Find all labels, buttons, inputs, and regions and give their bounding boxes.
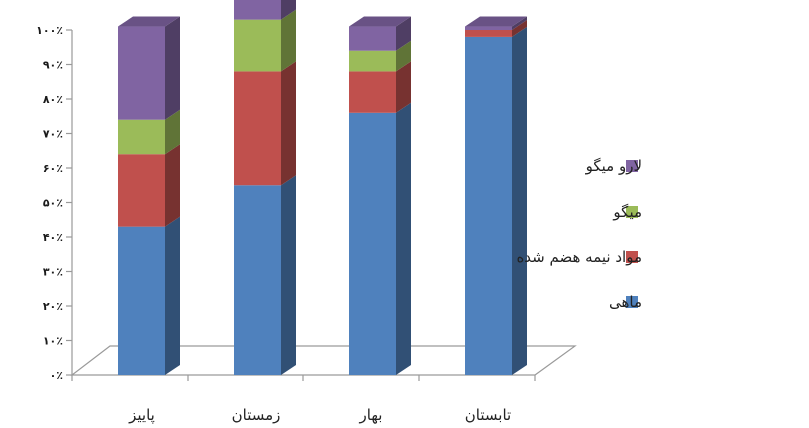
bar-segment-front: [465, 30, 512, 37]
bar-segment-front: [465, 26, 512, 30]
bar-segment-top: [118, 16, 180, 27]
y-tick-label: ۷۰٪: [43, 128, 63, 141]
bar-segment-side: [165, 16, 180, 120]
bar-segment-side: [512, 20, 527, 37]
x-category-label: تابستان: [465, 406, 511, 424]
bar-segment-front: [349, 50, 396, 72]
bar-segment-side: [165, 216, 180, 375]
y-tick-label: ۶۰٪: [43, 162, 63, 175]
y-tick-label: ۱۰۰٪: [36, 24, 63, 37]
legend-label: میگو: [612, 203, 642, 221]
bar-stack: [234, 0, 296, 375]
category-labels: پاییز زمستان بهار تابستان: [128, 406, 511, 425]
x-category-label: پاییز: [128, 406, 155, 425]
bar-segment-front: [234, 71, 281, 186]
bar-segment-front: [349, 71, 396, 113]
legend-swatch: [626, 251, 638, 263]
bar-segment-side: [396, 61, 411, 113]
y-tick-label: ۸۰٪: [43, 93, 63, 106]
bar-segment-front: [118, 119, 165, 155]
bar-segment-top: [349, 16, 411, 27]
legend: لارو میگو میگو مواد نیمه هضم شده ماهی: [516, 157, 642, 311]
bar-segment-side: [512, 26, 527, 376]
legend-label: مواد نیمه هضم شده: [516, 248, 642, 266]
legend-item: لارو میگو: [585, 157, 642, 175]
bar-segment-front: [118, 26, 165, 120]
bar-stack: [465, 16, 527, 376]
bar-segment-side: [396, 40, 411, 72]
legend-swatch: [626, 206, 638, 218]
x-category-label: بهار: [359, 406, 383, 424]
y-tick-label: ۱۰٪: [43, 335, 63, 348]
bars: [118, 0, 527, 376]
bar-segment-side: [165, 109, 180, 155]
bar-segment-side: [281, 61, 296, 186]
bar-segment-side: [281, 175, 296, 375]
legend-item: میگو: [612, 203, 642, 221]
legend-swatch: [626, 296, 638, 308]
y-tick-label: ۹۰٪: [43, 59, 63, 72]
y-tick-label: ۲۰٪: [43, 300, 63, 313]
y-axis: ۰٪ ۱۰٪ ۲۰٪ ۳۰٪ ۴۰٪ ۵۰٪ ۶۰٪ ۷۰٪ ۸۰٪ ۹۰٪ ۱۰۰٪: [36, 24, 536, 382]
bar-segment-front: [234, 0, 281, 20]
legend-swatch: [626, 160, 638, 172]
y-tick-label: ۴۰٪: [43, 231, 63, 244]
bar-segment-side: [512, 16, 527, 30]
legend-label: ماهی: [609, 293, 642, 311]
bar-segment-front: [234, 19, 281, 72]
legend-item: مواد نیمه هضم شده: [516, 248, 642, 266]
bar-segment-side: [165, 144, 180, 227]
y-tick-label: ۵۰٪: [43, 197, 63, 210]
y-tick-label: ۰٪: [50, 369, 63, 382]
bar-segment-side: [281, 0, 296, 20]
bar-segment-front: [118, 226, 165, 375]
bar-segment-front: [118, 154, 165, 227]
bar-segment-side: [396, 102, 411, 376]
bar-segment-top: [465, 16, 527, 27]
legend-item: ماهی: [609, 293, 642, 311]
x-category-label: زمستان: [232, 406, 281, 424]
bar-stack: [349, 16, 411, 376]
bar-stack: [118, 16, 180, 375]
bar-segment-front: [234, 185, 281, 375]
bar-segment-front: [465, 36, 512, 376]
y-tick-label: ۳۰٪: [43, 266, 63, 279]
bar-segment-front: [349, 26, 396, 51]
bar-segment-side: [396, 16, 411, 51]
legend-label: لارو میگو: [585, 157, 642, 175]
bar-segment-side: [281, 9, 296, 72]
bar-segment-front: [349, 112, 396, 376]
